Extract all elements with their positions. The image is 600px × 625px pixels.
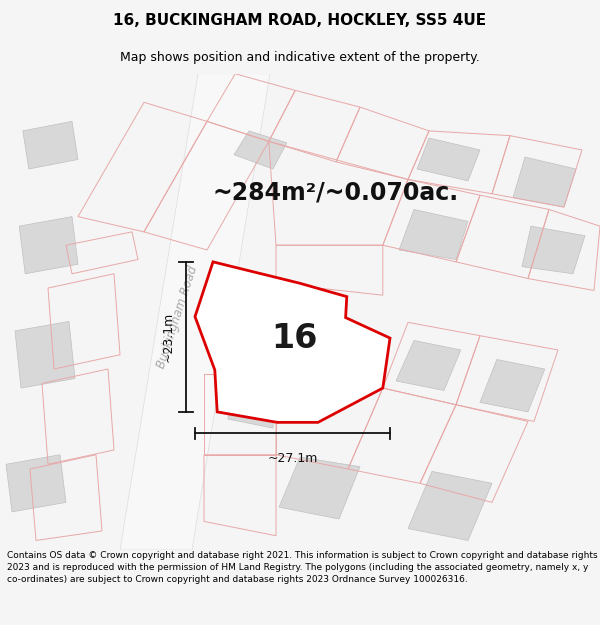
Text: 16: 16 xyxy=(271,322,317,354)
Text: ~27.1m: ~27.1m xyxy=(268,452,317,464)
Polygon shape xyxy=(23,121,78,169)
Polygon shape xyxy=(120,74,270,550)
Polygon shape xyxy=(195,262,390,422)
Polygon shape xyxy=(396,341,461,391)
Polygon shape xyxy=(513,157,576,207)
Text: Buckingham Road: Buckingham Road xyxy=(154,264,200,369)
Text: ~284m²/~0.070ac.: ~284m²/~0.070ac. xyxy=(213,181,459,205)
Polygon shape xyxy=(19,217,78,274)
Text: Contains OS data © Crown copyright and database right 2021. This information is : Contains OS data © Crown copyright and d… xyxy=(7,551,598,584)
Text: ~23.1m: ~23.1m xyxy=(161,312,175,362)
Polygon shape xyxy=(228,395,275,428)
Polygon shape xyxy=(399,209,468,259)
Polygon shape xyxy=(211,279,373,414)
Polygon shape xyxy=(279,457,360,519)
Polygon shape xyxy=(408,471,492,541)
Text: Map shows position and indicative extent of the property.: Map shows position and indicative extent… xyxy=(120,51,480,64)
Text: 16, BUCKINGHAM ROAD, HOCKLEY, SS5 4UE: 16, BUCKINGHAM ROAD, HOCKLEY, SS5 4UE xyxy=(113,13,487,28)
Polygon shape xyxy=(417,138,480,181)
Polygon shape xyxy=(522,226,585,274)
Polygon shape xyxy=(234,131,287,169)
Polygon shape xyxy=(6,455,66,512)
Polygon shape xyxy=(480,359,545,412)
Polygon shape xyxy=(15,321,75,388)
